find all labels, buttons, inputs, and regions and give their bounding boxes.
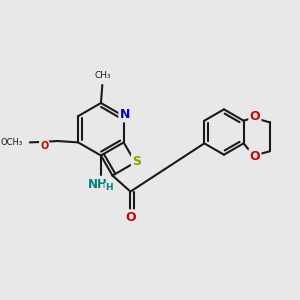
Text: H: H <box>105 183 112 192</box>
Text: O: O <box>40 141 48 151</box>
Text: CH₃: CH₃ <box>94 71 111 80</box>
Text: S: S <box>132 154 141 167</box>
Text: NH: NH <box>88 178 108 190</box>
Text: O: O <box>250 150 260 163</box>
Text: N: N <box>120 108 130 121</box>
Text: OCH₃: OCH₃ <box>1 138 23 147</box>
Text: O: O <box>250 110 260 123</box>
Text: O: O <box>125 211 136 224</box>
